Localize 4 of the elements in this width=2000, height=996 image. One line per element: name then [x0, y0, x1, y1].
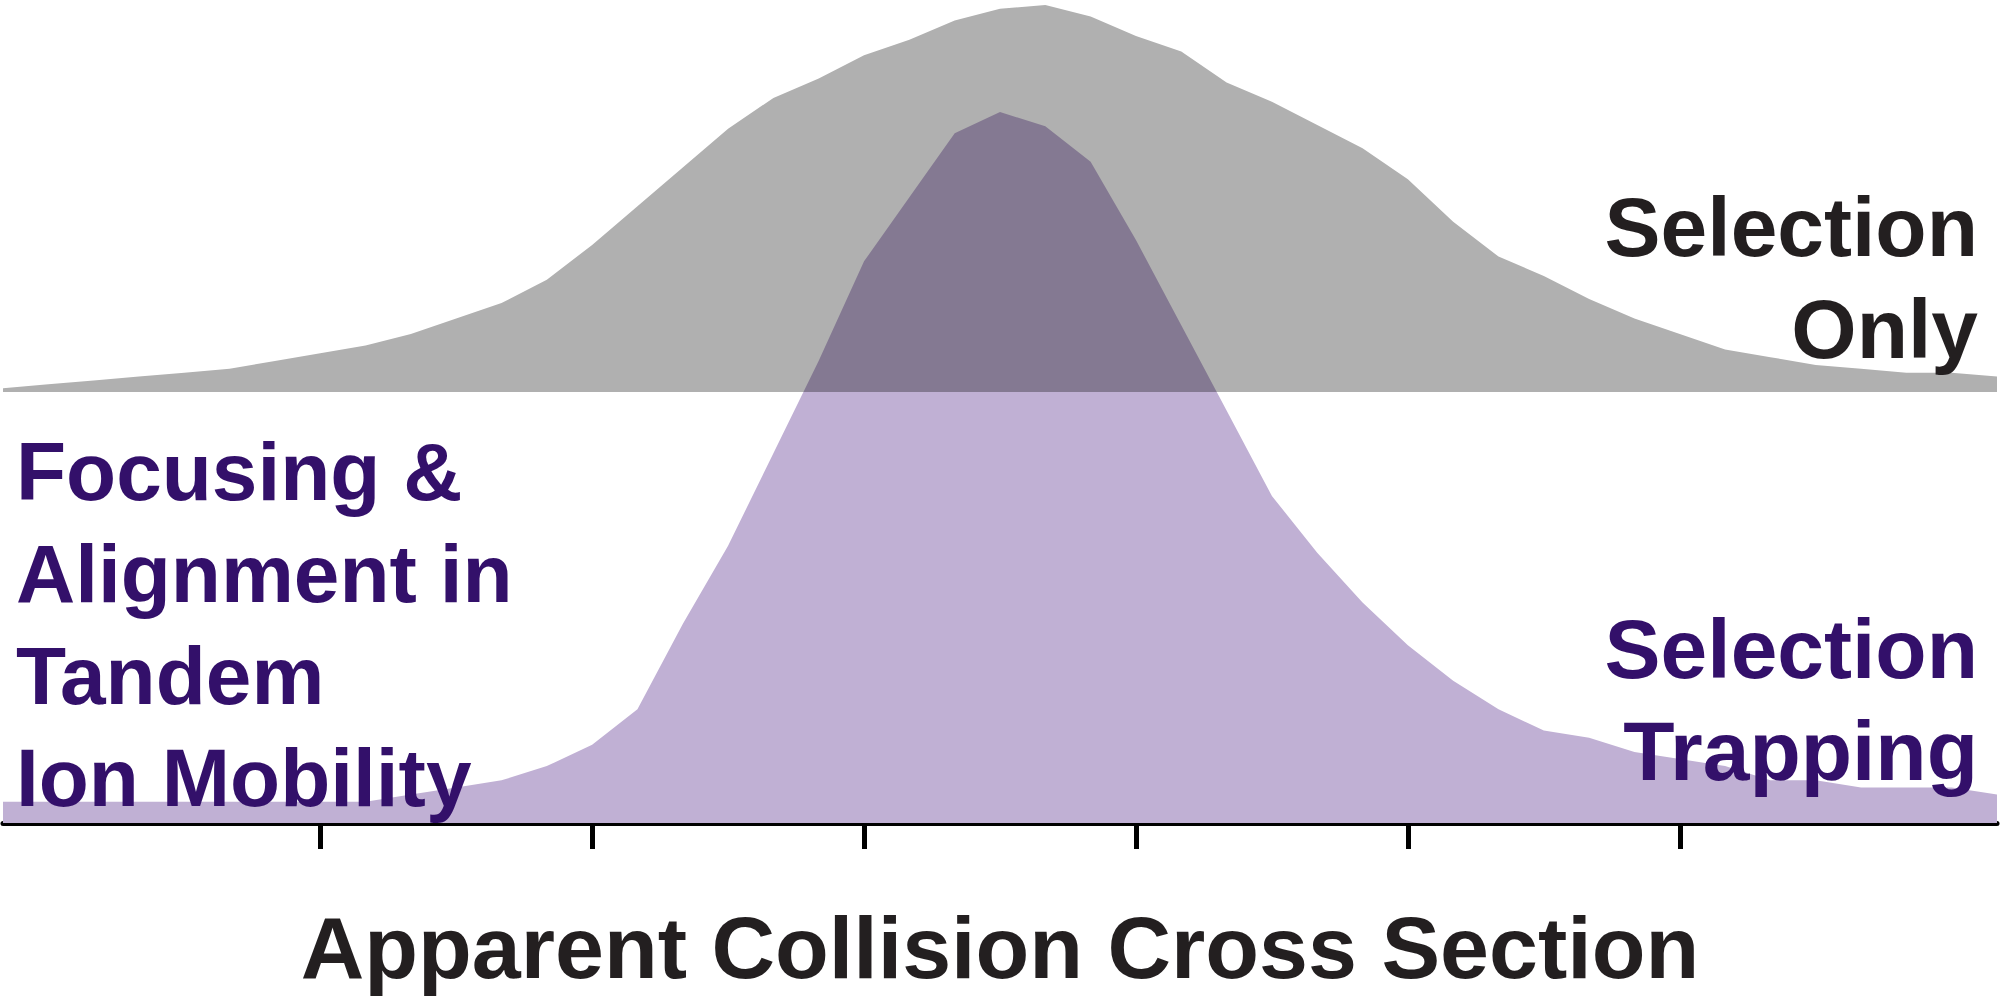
x-axis-title: Apparent Collision Cross Section	[300, 897, 1700, 996]
series-label: Selection Trapping	[1604, 602, 1978, 798]
series-label: Selection Only	[1604, 180, 1979, 376]
annotation: Focusing & Alignment in Tandem Ion Mobility	[16, 425, 513, 823]
